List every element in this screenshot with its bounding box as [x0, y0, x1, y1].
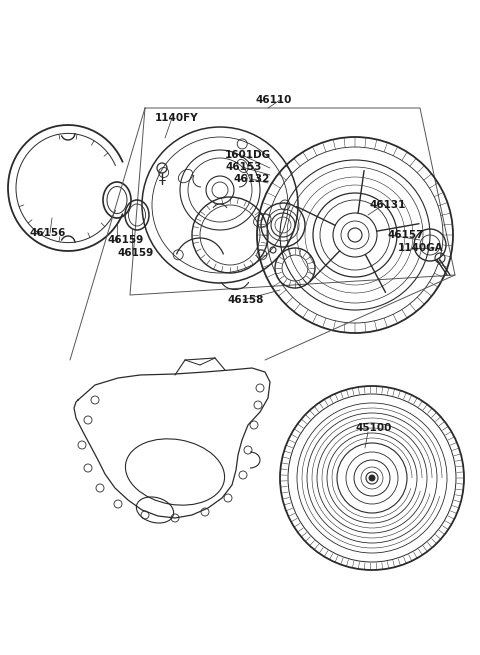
Text: 46156: 46156 — [30, 228, 66, 238]
Text: 1140FY: 1140FY — [155, 113, 199, 123]
Text: 46159: 46159 — [108, 235, 144, 245]
Text: 46158: 46158 — [228, 295, 264, 305]
Text: 46153: 46153 — [225, 162, 262, 172]
Text: 1140GA: 1140GA — [398, 243, 444, 253]
Text: 46132: 46132 — [233, 174, 269, 184]
Text: 46159: 46159 — [118, 248, 154, 258]
Text: 46110: 46110 — [255, 95, 291, 105]
Text: 45100: 45100 — [355, 423, 391, 433]
Text: 46131: 46131 — [370, 200, 407, 210]
Text: 46157: 46157 — [388, 230, 424, 240]
Text: 1601DG: 1601DG — [225, 150, 271, 160]
Circle shape — [369, 475, 375, 481]
